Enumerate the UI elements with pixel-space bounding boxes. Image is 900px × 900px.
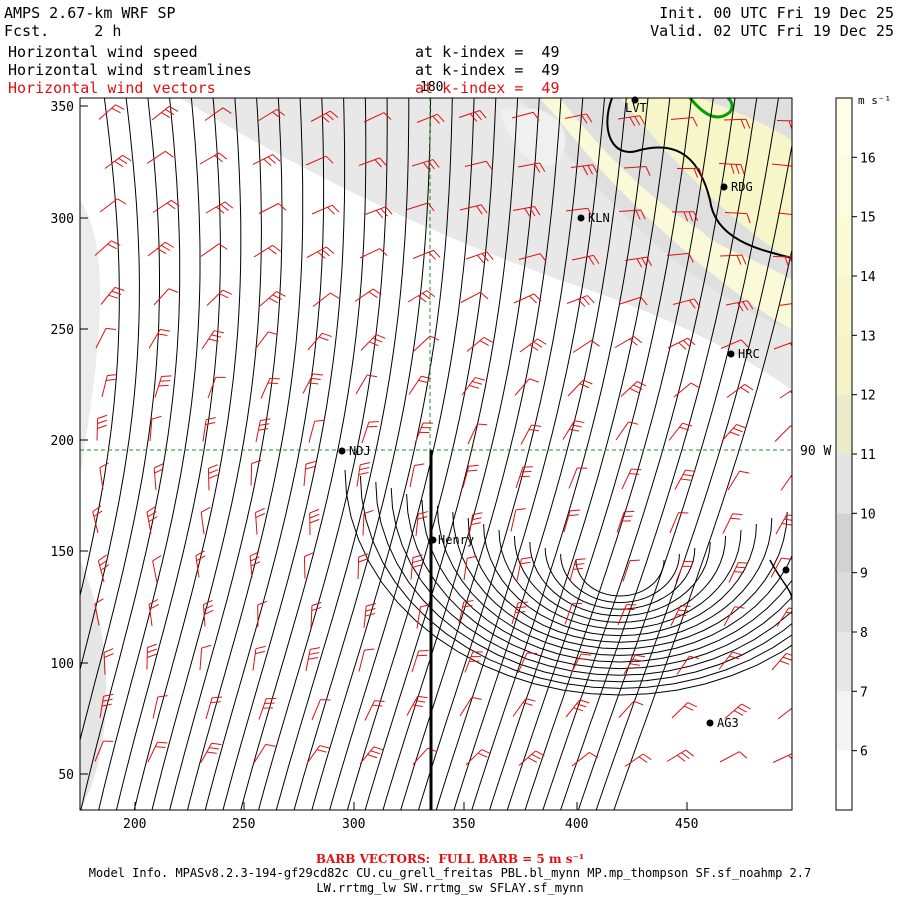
- field-name-streamlines: Horizontal wind streamlines: [8, 61, 252, 79]
- station-label: HRC: [738, 347, 760, 361]
- colorbar-label: 16: [860, 151, 876, 166]
- field-name-vectors: Horizontal wind vectors: [8, 79, 216, 97]
- x-tick-label: 450: [675, 817, 698, 832]
- colorbar: 6 7 8 9 10 11 12 13 14 15 16: [835, 97, 876, 811]
- y-tick-label: 250: [51, 323, 74, 338]
- stations: LVT RDG KLN HRC NDJ Henry AG3: [338, 96, 790, 730]
- grid-label-right: 90 W: [800, 444, 831, 459]
- x-tick-label: 350: [452, 817, 475, 832]
- x-tick-label: 200: [123, 817, 146, 832]
- x-tick-label: 300: [342, 817, 365, 832]
- forecast-hour: Fcst. 2 h: [4, 22, 122, 40]
- field-name-speed: Horizontal wind speed: [8, 43, 198, 61]
- model-info: Model Info. MPASv8.2.3-194-gf29cd82c CU.…: [88, 866, 812, 880]
- colorbar-label: 8: [860, 626, 868, 641]
- valid-time: Valid. 02 UTC Fri 19 Dec 25: [650, 22, 894, 40]
- streamlines: [80, 98, 792, 810]
- station-label: RDG: [731, 180, 753, 194]
- colorbar-label: 7: [860, 685, 868, 700]
- field-level-streamlines: at k-index = 49: [415, 61, 560, 79]
- colorbar-label: 13: [860, 329, 876, 344]
- colorbar-label: 9: [860, 567, 868, 582]
- station-label: LVT: [625, 101, 647, 115]
- field-level-vectors: at k-index = 49: [415, 79, 560, 97]
- model-info-line2: LW.rrtmg_lw SW.rrtmg_sw SFLAY.sf_mynn: [316, 881, 584, 895]
- y-tick-label: 200: [51, 434, 74, 449]
- x-tick-label: 400: [565, 817, 588, 832]
- field-level-speed: at k-index = 49: [415, 43, 560, 61]
- y-tick-label: 50: [58, 768, 74, 783]
- colorbar-label: 6: [860, 745, 868, 760]
- y-tick-label: 150: [51, 545, 74, 560]
- colorbar-label: 11: [860, 448, 876, 463]
- colorbar-label: 14: [860, 270, 876, 285]
- y-tick-label: 350: [51, 100, 74, 115]
- y-tick-label: 300: [51, 212, 74, 227]
- colorbar-label: 15: [860, 211, 876, 226]
- station-label: KLN: [588, 211, 610, 225]
- y-tick-label: 100: [51, 657, 74, 672]
- barb-vectors-title: BARB VECTORS: FULL BARB = 5 m s⁻¹: [315, 852, 585, 866]
- station-label: NDJ: [349, 444, 371, 458]
- y-axis: 50 100 150 200 250 300 350: [51, 100, 88, 783]
- init-time: Init. 00 UTC Fri 19 Dec 25: [659, 4, 894, 22]
- station-label: Henry: [438, 533, 474, 547]
- x-axis: 200 250 300 350 400 450: [123, 802, 698, 832]
- x-tick-label: 250: [232, 817, 255, 832]
- colorbar-unit: m s⁻¹: [858, 94, 891, 107]
- station-label: AG3: [717, 716, 739, 730]
- grid-label-top: 180: [420, 80, 443, 95]
- colorbar-label: 10: [860, 507, 876, 522]
- map-title: AMPS 2.67-km WRF SP: [4, 4, 176, 22]
- colorbar-label: 12: [860, 389, 876, 404]
- wind-barbs: [92, 104, 792, 767]
